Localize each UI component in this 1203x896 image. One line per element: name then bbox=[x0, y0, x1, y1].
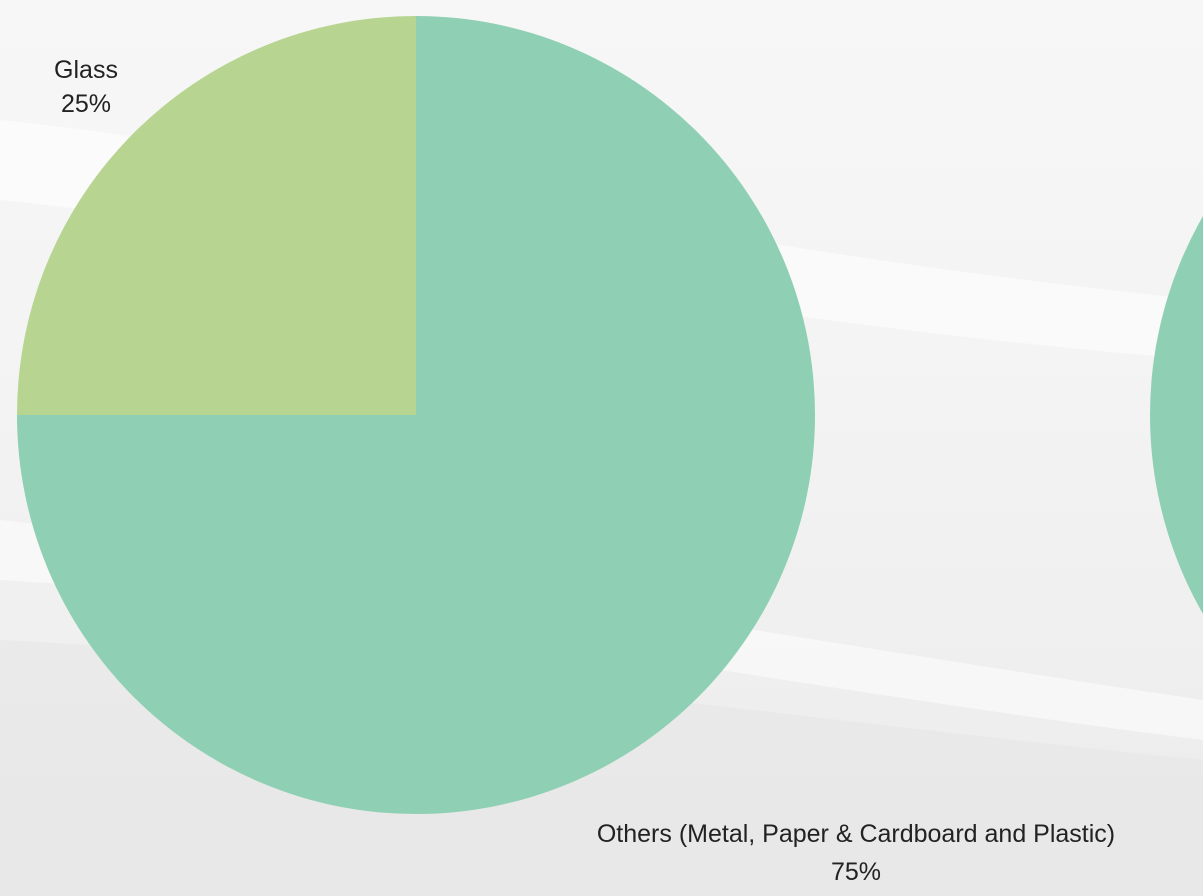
pie-slices bbox=[17, 16, 815, 814]
pie-slice-glass bbox=[17, 16, 416, 415]
second-pie-partial bbox=[1150, 216, 1203, 614]
label-glass-percent: 25% bbox=[61, 90, 111, 118]
pie-slice-others bbox=[17, 16, 815, 814]
label-others-name: Others (Metal, Paper & Cardboard and Pla… bbox=[597, 820, 1115, 848]
label-others-percent: 75% bbox=[831, 858, 881, 886]
label-glass-name: Glass bbox=[54, 56, 118, 84]
